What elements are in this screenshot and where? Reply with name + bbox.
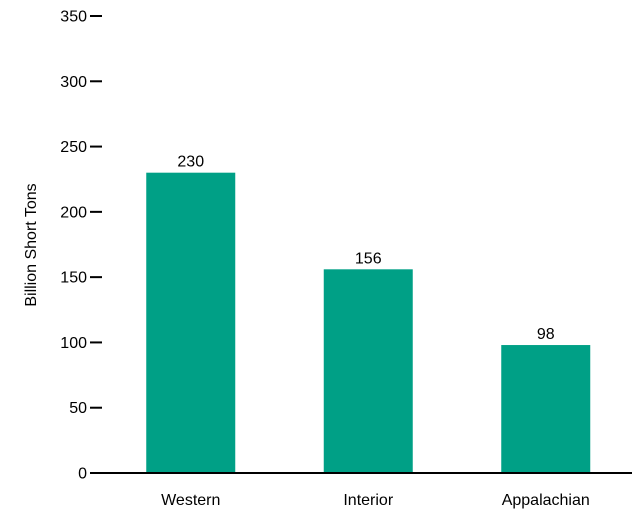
x-tick-label: Interior [343,492,393,509]
y-tick-label: 350 [60,9,87,26]
bar-value-label: 98 [537,326,555,343]
y-tick-label: 250 [60,139,87,156]
bar-appalachian [501,345,591,473]
x-tick-label: Western [161,492,220,509]
y-tick-label: 100 [60,335,87,352]
x-tick-label: Appalachian [502,492,590,509]
y-axis-title: Billion Short Tons [23,183,40,306]
bar-value-label: 230 [177,154,204,171]
y-tick-label: 200 [60,204,87,221]
x-axis-labels: Western Interior Appalachian [161,492,590,509]
bars-group: 230 156 98 [146,154,591,473]
y-tick-label: 150 [60,270,87,287]
y-axis: 0 50 100 150 200 250 300 350 [60,9,102,483]
y-tick-label: 300 [60,74,87,91]
bar-western [146,172,236,473]
y-tick-label: 50 [69,400,87,417]
bar-value-label: 156 [355,250,382,267]
y-tick-label: 0 [78,466,87,483]
bar-interior [323,269,413,473]
